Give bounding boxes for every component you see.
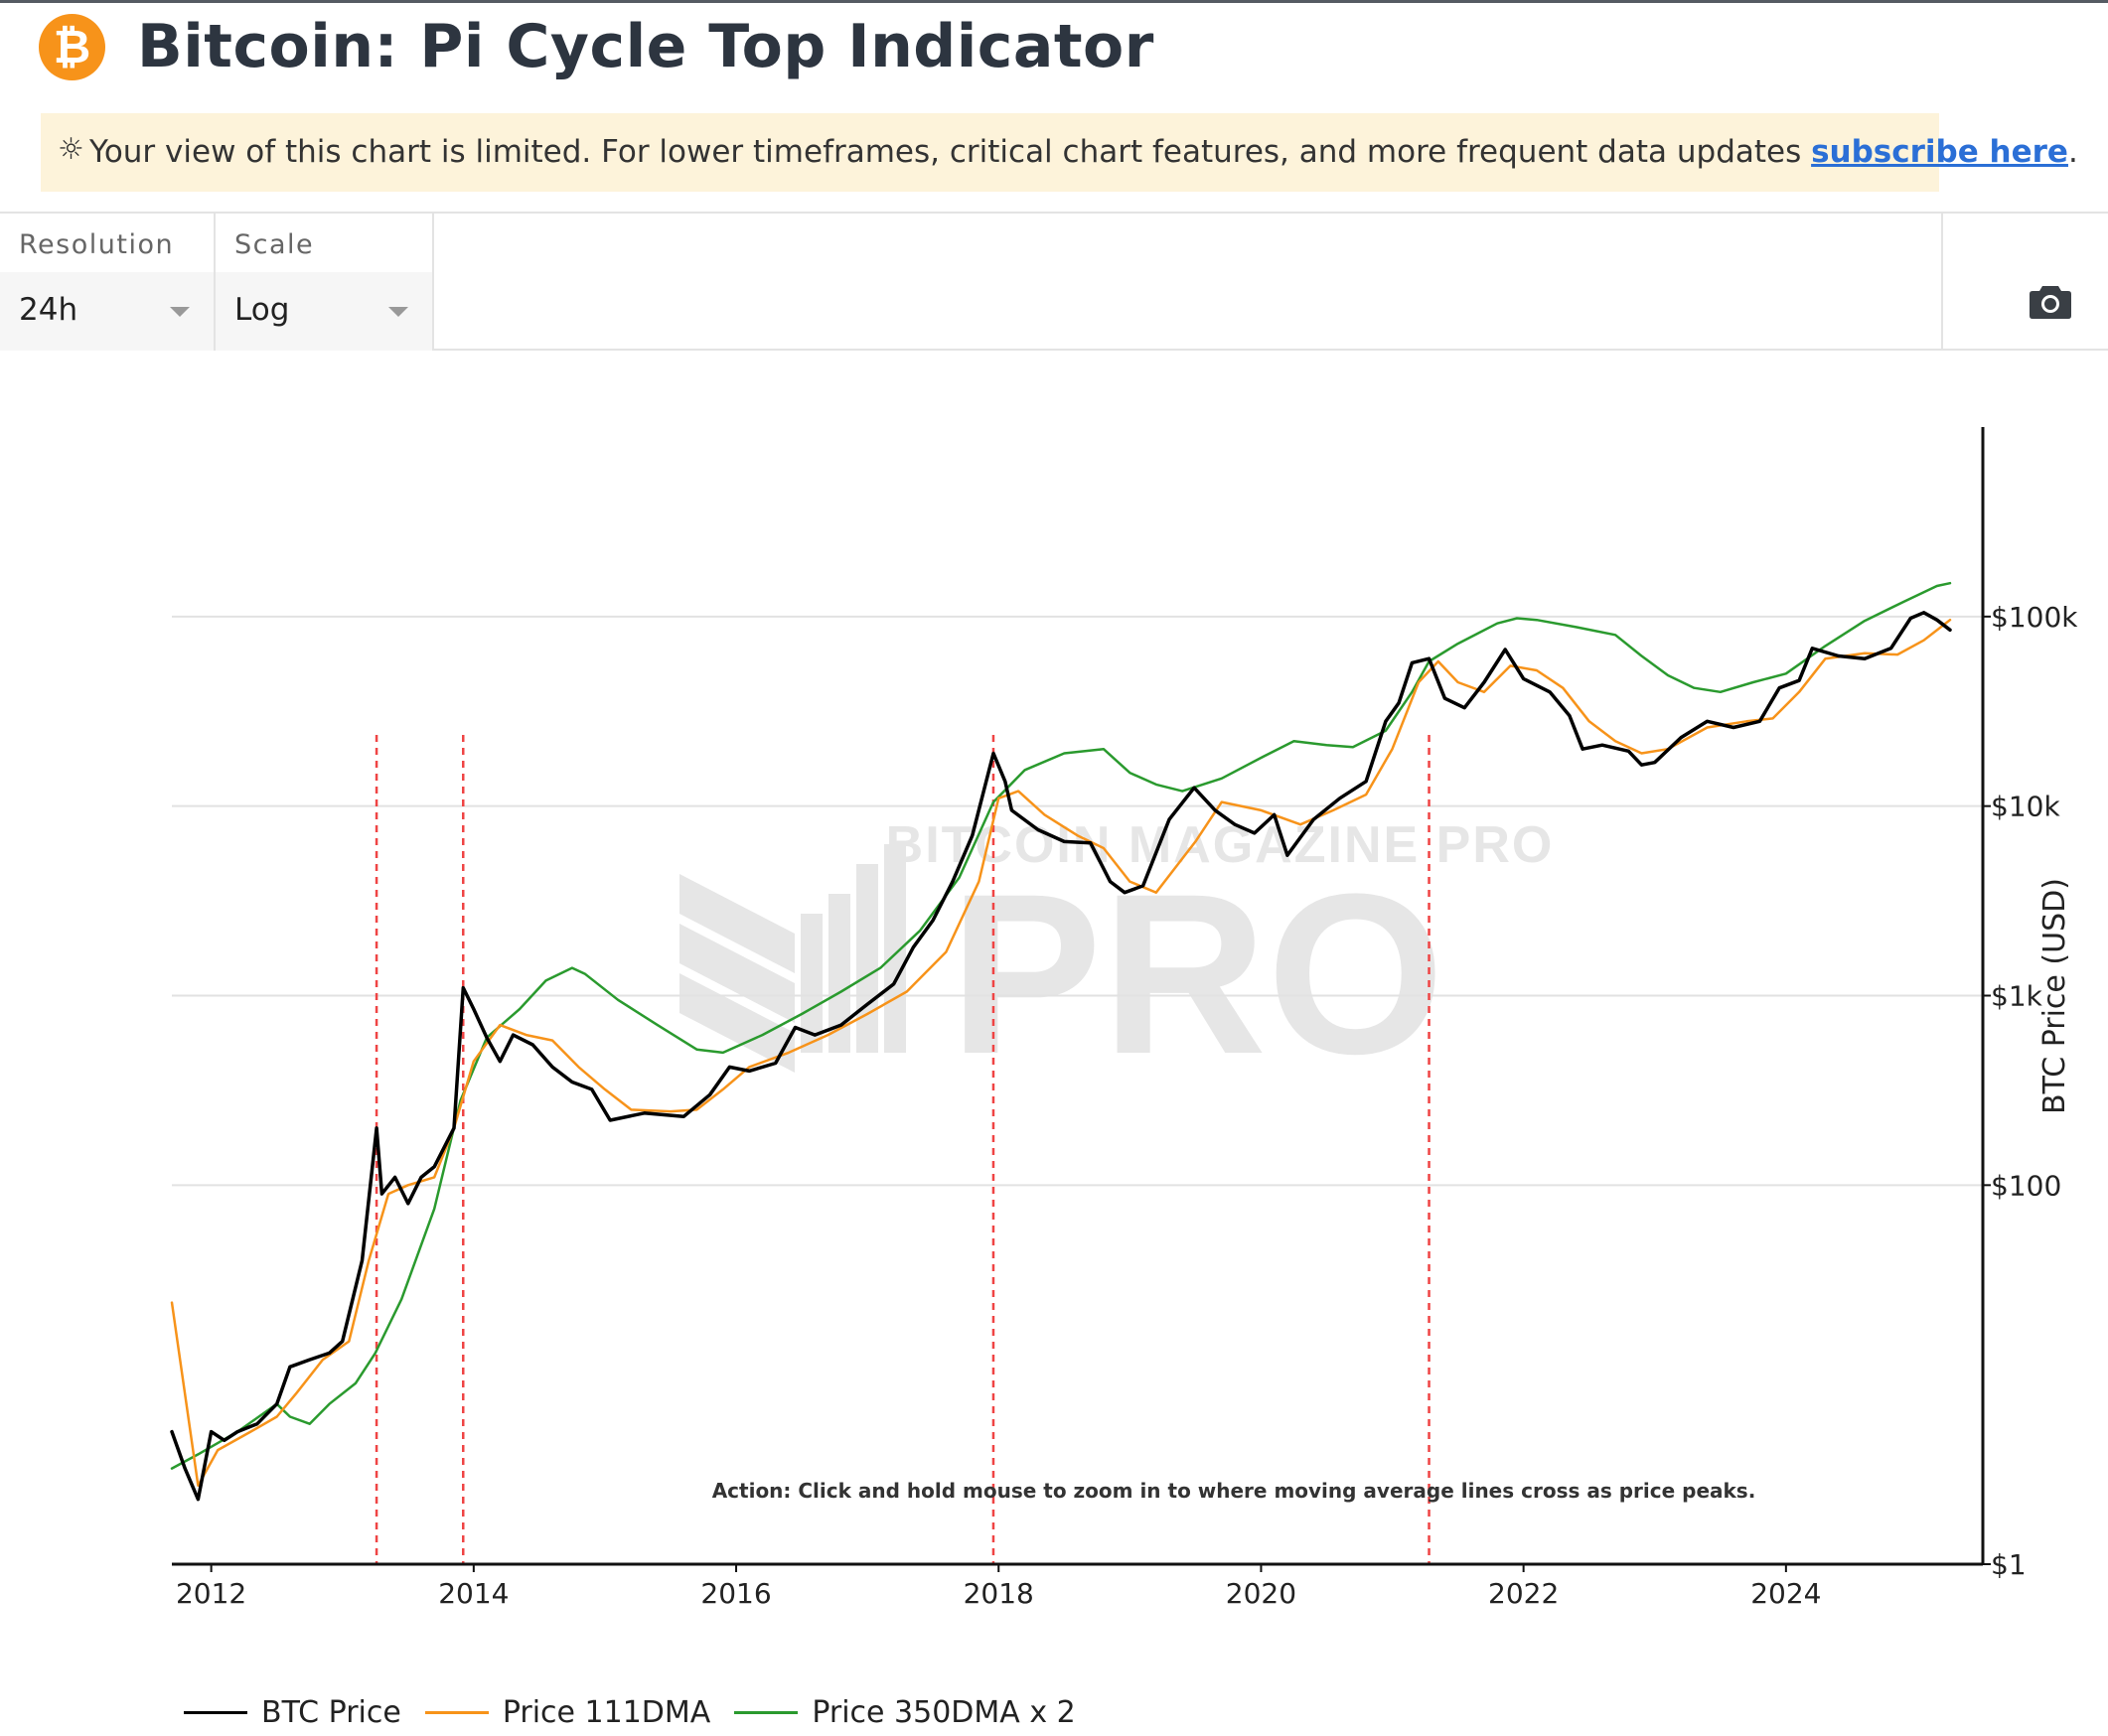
y-axis-title: BTC Price (USD) [2037,878,2072,1114]
y-tick-label: $10k [1991,791,2060,823]
series-line-btc-price [170,611,1952,1502]
page-title: Bitcoin: Pi Cycle Top Indicator [137,12,1154,81]
scale-label: Scale [234,229,315,260]
series-line-price-111dma [170,618,1952,1488]
y-tick-label: $1 [1991,1548,2027,1581]
gridlines [172,615,1983,1187]
limited-view-banner: ☼ Your view of this chart is limited. Fo… [41,113,2078,192]
legend-item-btc-price[interactable]: BTC Price [184,1695,401,1730]
banner-suffix: . [2067,134,2078,170]
x-tick-label: 2012 [176,1577,246,1610]
watermark-logo-icon [679,844,906,1073]
top-border [0,0,2108,3]
chart-svg[interactable]: BITCOIN MAGAZINE PRO PRO $1$100$1k$10k$1… [0,377,2108,1678]
bitcoin-logo-icon: ₿ [39,14,105,80]
legend-label: Price 350DMA x 2 [812,1694,1076,1730]
resolution-label: Resolution [19,229,175,260]
bitcoin-logo-glyph: ₿ [53,20,91,73]
y-tick-label: $100 [1991,1169,2061,1202]
series-layer [170,581,1952,1502]
x-tick-label: 2022 [1488,1577,1559,1610]
scale-select[interactable]: Log [216,272,432,351]
chevron-down-icon [388,307,408,317]
banner-text: Your view of this chart is limited. For … [89,134,2078,170]
scale-control: Scale Log [216,214,434,351]
resolution-control: Resolution 24h [0,214,216,351]
axes: $1 $100 $1k $10k $100k 2012 2014 2016 2018 2020 20… [172,427,2078,1610]
legend-swatch [734,1710,799,1714]
legend-swatch [184,1710,247,1714]
chevron-down-icon [170,307,190,317]
x-tick-label: 2024 [1750,1577,1821,1610]
x-tick-label: 2016 [700,1577,771,1610]
legend-item-price-111dma[interactable]: Price 111DMA [424,1694,711,1730]
sun-icon: ☼ [58,132,84,167]
resolution-value: 24h [19,292,78,328]
x-tick-label: 2020 [1226,1577,1296,1610]
legend-label: BTC Price [261,1694,401,1730]
banner-message: Your view of this chart is limited. For … [89,134,1812,170]
camera-icon[interactable] [2030,283,2071,319]
watermark: BITCOIN MAGAZINE PRO PRO [679,816,1555,1101]
watermark-pro: PRO [950,846,1444,1101]
legend-item-price-350dma-x2[interactable]: Price 350DMA x 2 [734,1694,1076,1730]
y-tick-label: $100k [1991,601,2078,634]
chart-controls: Resolution 24h Scale Log [0,212,2108,351]
y-tick-label: $1k [1991,980,2043,1013]
x-tick-label: 2014 [438,1577,509,1610]
legend-swatch [424,1710,489,1714]
screenshot-control [1941,214,2108,351]
subscribe-link[interactable]: subscribe here [1811,134,2068,170]
scale-value: Log [234,292,290,328]
chart-annotation: Action: Click and hold mouse to zoom in … [712,1479,1756,1503]
series-line-price-350dma-x-2 [170,581,1952,1470]
legend: BTC Price Price 111DMA Price 350DMA x 2 [184,1694,1100,1730]
watermark-brand: BITCOIN MAGAZINE PRO [886,816,1555,874]
resolution-select[interactable]: 24h [0,272,214,351]
legend-label: Price 111DMA [502,1694,711,1730]
x-tick-label: 2018 [964,1577,1034,1610]
